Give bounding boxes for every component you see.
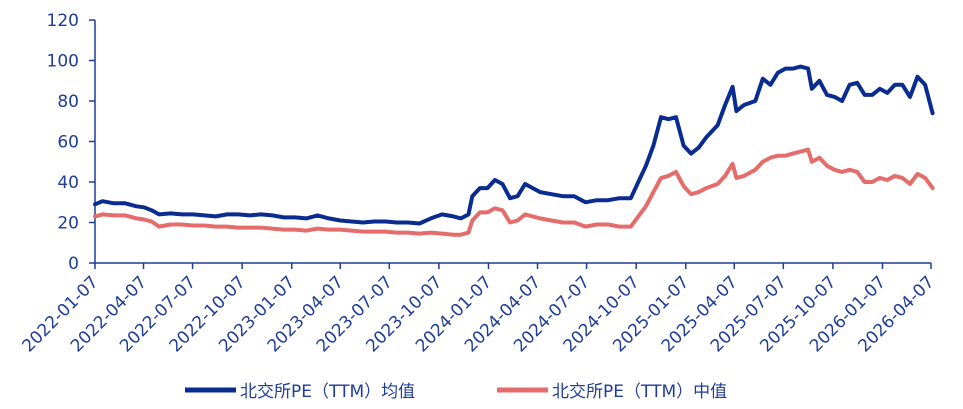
- series-line-mean: [93, 64, 935, 226]
- y-tick-label: 80: [57, 92, 79, 112]
- series-layer: [93, 64, 935, 237]
- y-tick-label: 100: [47, 52, 79, 72]
- y-axis: 0 20 40 60 80 100 120: [47, 11, 96, 274]
- legend-label-median: 北交所PE（TTM）中值: [552, 382, 727, 402]
- legend: 北交所PE（TTM）均值 北交所PE（TTM）中值: [185, 382, 727, 402]
- legend-label-mean: 北交所PE（TTM）均值: [240, 382, 415, 402]
- y-tick-label: 20: [57, 214, 79, 234]
- y-tick-label: 0: [68, 254, 79, 274]
- y-tick-label: 60: [57, 133, 79, 153]
- x-axis: 2022-01-072022-04-072022-07-072022-10-07…: [19, 262, 939, 356]
- series-line-median: [93, 147, 935, 237]
- y-tick-label: 120: [47, 11, 79, 31]
- y-tick-label: 40: [57, 173, 79, 193]
